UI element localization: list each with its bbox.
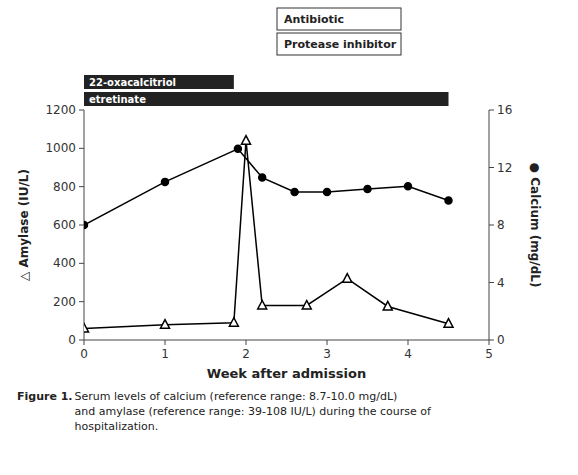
annotation-box <box>277 33 401 55</box>
y-tick-label: 0 <box>68 333 76 347</box>
x-tick <box>408 340 409 345</box>
treatment-label: 22-oxacalcitriol <box>89 77 176 88</box>
y-tick-label: 1000 <box>45 141 76 155</box>
y-tick <box>79 225 84 226</box>
x-tick <box>489 340 490 345</box>
triangle-marker <box>161 320 170 329</box>
caption-line: hospitalization. <box>75 420 159 433</box>
triangle-marker <box>84 324 89 333</box>
triangle-marker <box>302 301 311 310</box>
treatment-bar <box>84 75 234 89</box>
y2-tick-label: 4 <box>497 276 505 290</box>
x-tick-label: 4 <box>404 347 412 361</box>
annotation-box <box>277 8 401 30</box>
x-axis-label: Week after admission <box>207 366 366 381</box>
series-line <box>84 149 449 225</box>
y2-tick-label: 8 <box>497 218 505 232</box>
y-tick <box>79 186 84 187</box>
circle-marker <box>162 178 169 185</box>
y2-tick-label: 12 <box>497 161 512 175</box>
chart: Antibiotic Protease inhibitor 22-oxacalcit… <box>0 0 578 475</box>
x-tick-label: 1 <box>161 347 169 361</box>
y2-tick <box>489 340 494 341</box>
x-tick-label: 5 <box>485 347 493 361</box>
y2-tick <box>489 110 494 111</box>
x-tick <box>84 340 85 345</box>
x-tick <box>246 340 247 345</box>
y-tick-label: 200 <box>53 295 76 309</box>
triangle-marker <box>343 274 352 283</box>
y-axis-label: △ Amylase (IU/L) <box>17 169 31 281</box>
y-tick-label: 400 <box>53 256 76 270</box>
circle-marker <box>234 145 241 152</box>
circle-marker <box>364 186 371 193</box>
y-tick <box>79 301 84 302</box>
triangle-marker <box>258 301 267 310</box>
y-tick <box>79 263 84 264</box>
y-tick-label: 600 <box>53 218 76 232</box>
y-tick-label: 800 <box>53 180 76 194</box>
circle-marker <box>324 188 331 195</box>
y2-axis-label: ● Calcium (mg/dL) <box>528 163 542 288</box>
circle-marker <box>445 197 452 204</box>
circle-marker <box>259 174 266 181</box>
y2-tick <box>489 282 494 283</box>
caption: Serum levels of calcium (reference range… <box>75 390 432 433</box>
triangle-marker <box>444 319 453 328</box>
x-tick-label: 2 <box>242 347 250 361</box>
circle-marker <box>84 222 88 229</box>
y-tick <box>79 148 84 149</box>
circle-marker <box>405 183 412 190</box>
circle-marker <box>291 188 298 195</box>
caption-line: and amylase (reference range: 39-108 IU/… <box>75 405 432 418</box>
treatment-bar <box>84 92 449 106</box>
plot-area <box>84 136 453 332</box>
triangle-marker <box>383 301 392 310</box>
y2-tick-label: 16 <box>497 103 512 117</box>
series-line <box>84 141 449 329</box>
y2-tick <box>489 167 494 168</box>
y-tick-label: 1200 <box>45 103 76 117</box>
annotation: Antibiotic <box>284 13 344 26</box>
caption-bold: Figure 1. <box>17 390 73 403</box>
y2-tick <box>489 225 494 226</box>
axes: 0123450200400600800100012000481216 <box>45 103 512 361</box>
y2-tick-label: 0 <box>497 333 505 347</box>
caption-line: Serum levels of calcium (reference range… <box>75 390 398 403</box>
x-axis-line <box>84 340 489 341</box>
x-tick <box>165 340 166 345</box>
treatment-label: etretinate <box>89 94 146 105</box>
annotation: Protease inhibitor <box>284 38 397 51</box>
triangle-marker <box>242 136 251 145</box>
y-tick <box>79 340 84 341</box>
y-tick <box>79 110 84 111</box>
x-tick-label: 3 <box>323 347 331 361</box>
triangle-marker <box>229 318 238 327</box>
x-tick-label: 0 <box>80 347 88 361</box>
x-tick <box>327 340 328 345</box>
